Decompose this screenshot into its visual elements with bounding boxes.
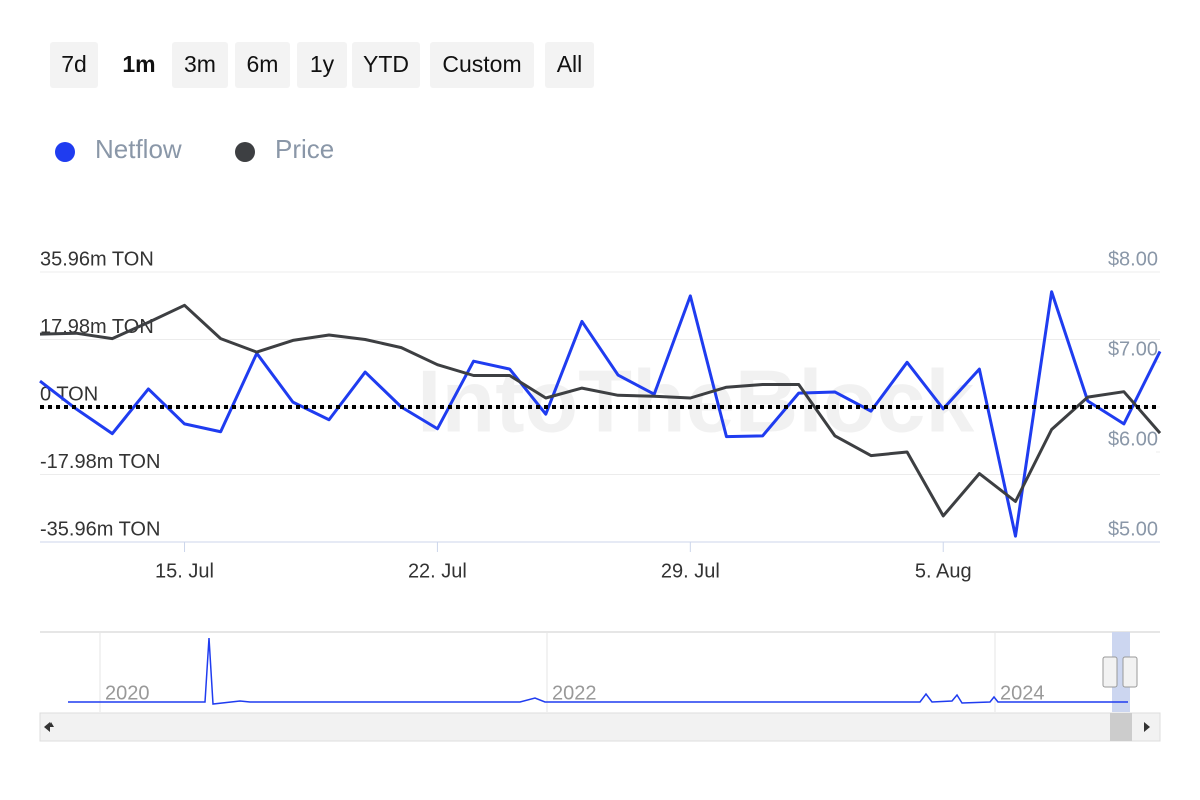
legend-label: Price (275, 134, 334, 164)
navigator-line (68, 637, 1128, 705)
y-tick-label: -35.96m TON (40, 518, 160, 540)
range-button[interactable] (235, 42, 290, 88)
navigator-handle[interactable] (1102, 656, 1118, 688)
navigator-label: 2024 (1000, 682, 1045, 704)
scroll-left[interactable] (44, 722, 54, 732)
range-button[interactable] (430, 42, 534, 88)
navigator-label: 2020 (105, 682, 150, 704)
scrollbar[interactable] (39, 712, 1161, 742)
legend-marker (55, 142, 75, 162)
legend-label: Netflow (95, 134, 182, 164)
range-button-label[interactable]: Custom (442, 51, 521, 77)
y-tick-label: 35.96m TON (40, 248, 154, 270)
scroll-right[interactable] (1144, 722, 1150, 732)
range-button[interactable] (172, 42, 228, 88)
range-button-label[interactable]: 3m (184, 51, 216, 77)
y-tick-label: 0 TON (40, 383, 98, 405)
y2-tick-label: $5.00 (1108, 518, 1158, 540)
x-tick-label: 22. Jul (408, 560, 467, 582)
navigator-mask (1112, 632, 1130, 712)
range-button-label[interactable]: 7d (61, 51, 87, 77)
legend-marker (235, 142, 255, 162)
scrollbar-thumb[interactable] (1110, 713, 1132, 741)
range-button[interactable] (297, 42, 347, 88)
range-button-label[interactable]: 1y (310, 51, 335, 77)
y2-tick-label: $8.00 (1108, 248, 1158, 270)
y2-tick-label: $6.00 (1108, 428, 1158, 450)
navigator-handle[interactable] (1122, 656, 1138, 688)
range-button[interactable] (50, 42, 98, 88)
range-button[interactable] (352, 42, 420, 88)
range-button-label[interactable]: YTD (363, 51, 409, 77)
series-line (39, 290, 1162, 538)
range-button-label[interactable]: 6m (247, 51, 279, 77)
range-button[interactable] (110, 42, 168, 88)
range-button-label[interactable]: All (557, 51, 583, 77)
range-button-label[interactable]: 1m (122, 51, 155, 77)
x-tick-label: 29. Jul (661, 560, 720, 582)
series-line (39, 303, 1162, 518)
range-button[interactable] (545, 42, 594, 88)
x-tick-label: 15. Jul (155, 560, 214, 582)
y-tick-label: -17.98m TON (40, 451, 160, 473)
x-tick-label: 5. Aug (915, 560, 972, 582)
y2-tick-label: $7.00 (1108, 338, 1158, 360)
navigator-label: 2022 (552, 682, 597, 704)
